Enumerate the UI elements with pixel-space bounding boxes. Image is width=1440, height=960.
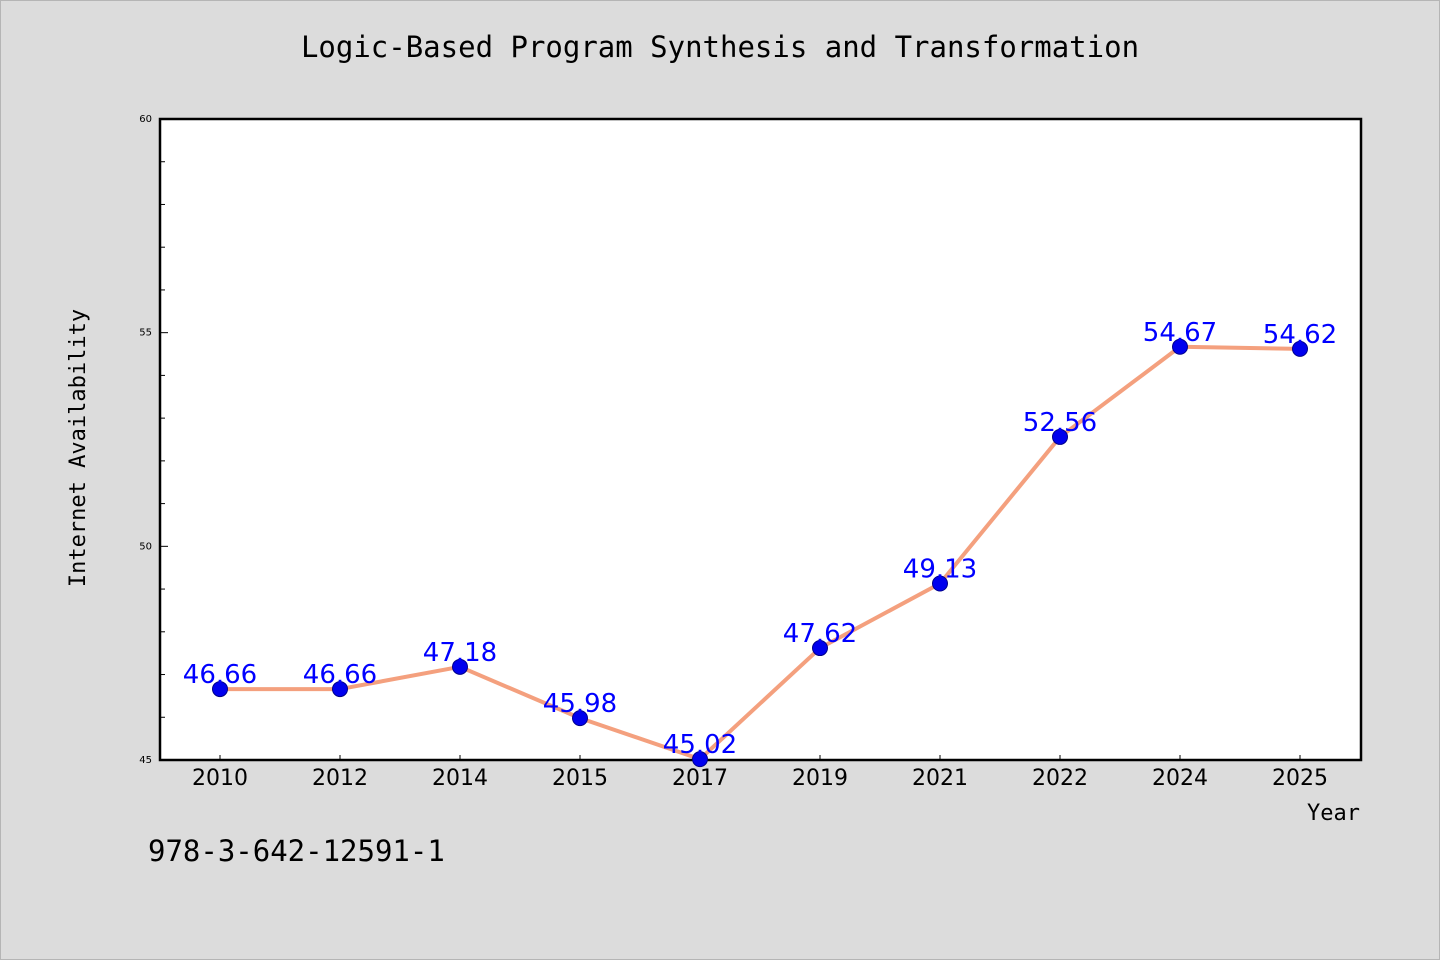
x-tick-label: 2012 [312, 766, 368, 791]
chart-title: Logic-Based Program Synthesis and Transf… [300, 30, 1140, 64]
x-ticks: 2010 2012 2014 2015 2017 2019 2021 2022 2024 2025 [192, 755, 1328, 791]
plot-area [158, 117, 1363, 762]
data-point [1172, 338, 1188, 355]
y-ticks: 45 50 55 60 [139, 114, 152, 766]
data-label: 49.13 [903, 555, 977, 585]
x-tick-label: 2019 [792, 766, 848, 791]
y-tick-label: 50 [139, 541, 152, 552]
y-tick-label: 45 [139, 755, 152, 766]
data-label: 46.66 [303, 660, 377, 690]
data-label: 47.62 [783, 619, 857, 649]
y-tick-label: 55 [139, 328, 152, 339]
x-tick-label: 2024 [1152, 766, 1208, 791]
data-label: 54.67 [1143, 318, 1217, 348]
series-line [218, 344, 1302, 762]
data-point [932, 575, 948, 592]
data-label: 54.62 [1263, 320, 1337, 350]
data-point [1292, 340, 1308, 357]
data-label: 52.56 [1023, 408, 1097, 438]
data-point [212, 681, 228, 698]
x-tick-label: 2017 [672, 766, 728, 791]
x-axis-label: Year [1307, 801, 1360, 826]
data-point [572, 710, 588, 727]
data-label: 45.98 [543, 689, 617, 719]
isbn-text: 978-3-642-12591-1 [148, 834, 445, 868]
data-point [332, 681, 348, 698]
x-tick-label: 2021 [912, 766, 968, 791]
y-tick-label: 60 [139, 114, 152, 125]
data-labels: 46.66 46.66 47.18 45.98 45.02 47.62 49.13 52.56… [183, 318, 1337, 760]
x-tick-label: 2010 [192, 766, 248, 791]
data-point [812, 640, 828, 657]
series-markers [212, 338, 1308, 768]
data-point [692, 751, 708, 768]
x-tick-label: 2022 [1032, 766, 1088, 791]
data-point [452, 658, 468, 675]
data-label: 47.18 [423, 638, 497, 668]
x-tick-label: 2015 [552, 766, 608, 791]
data-label: 46.66 [183, 660, 257, 690]
data-label: 45.02 [663, 730, 737, 760]
x-tick-label: 2014 [432, 766, 488, 791]
x-tick-label: 2025 [1272, 766, 1328, 791]
data-point [1052, 428, 1068, 445]
y-axis-label: Internet Availability [66, 309, 91, 587]
y-minor-ticks [160, 118, 168, 761]
